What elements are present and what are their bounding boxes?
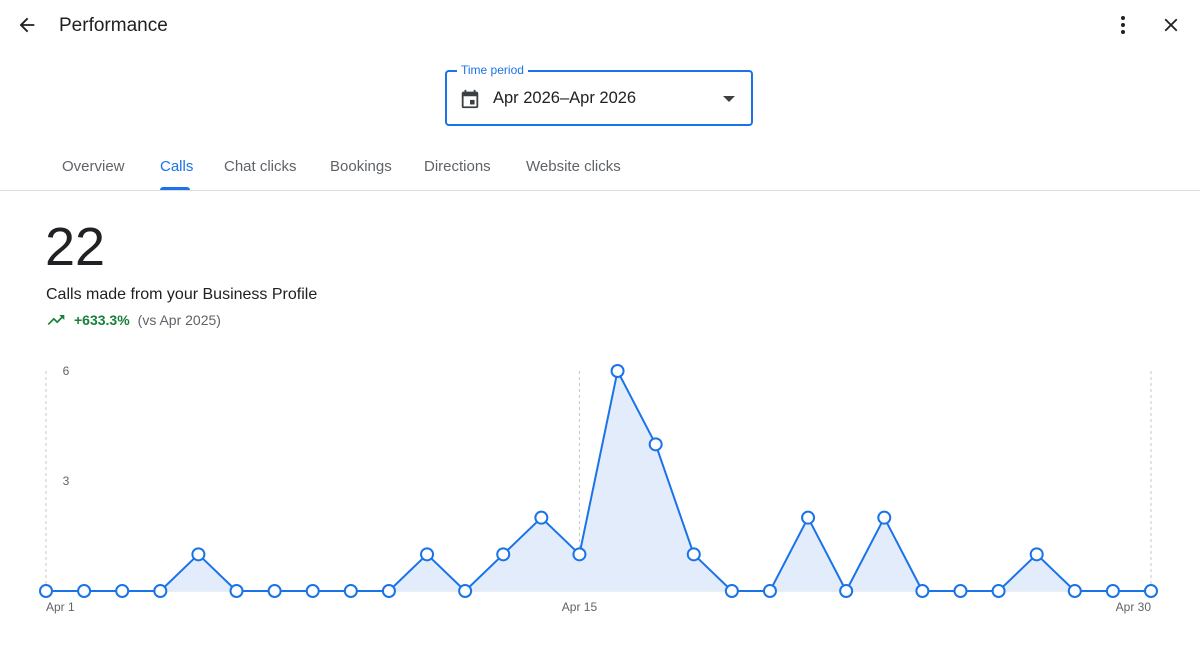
data-point [1105,584,1120,598]
chevron-down-icon [723,96,735,102]
top-bar: Performance [0,0,1200,52]
y-tick-label: 3 [63,474,70,488]
more-options-button[interactable] [1108,10,1138,40]
tab-website-clicks[interactable]: Website clicks [526,158,621,175]
data-point [877,510,892,525]
data-point [686,547,701,562]
data-point [115,584,130,598]
time-period-select[interactable]: Time period Apr 2026–Apr 2026 [445,63,753,126]
tab-bar: Overview Calls Chat clicks Bookings Dire… [0,150,1200,191]
trend-summary: +633.3% (vs Apr 2025) [46,312,221,328]
tab-directions[interactable]: Directions [424,158,491,175]
x-tick-label: Apr 30 [1116,600,1152,614]
data-point [1144,584,1158,598]
data-point [77,584,92,598]
data-point [1067,584,1082,598]
data-point [229,584,244,598]
metric-label: Calls made from your Business Profile [46,286,318,303]
back-button[interactable] [12,10,42,40]
tab-bookings[interactable]: Bookings [330,158,392,175]
arrow-back-icon [19,17,35,33]
data-point [610,364,625,378]
data-point [267,584,282,598]
x-tick-label: Apr 1 [46,600,75,614]
data-point [458,584,473,598]
close-button[interactable] [1156,10,1186,40]
metric-value: 22 [45,217,106,277]
data-point [496,547,511,562]
data-point [762,584,777,598]
calendar-icon [461,89,479,109]
data-point [381,584,396,598]
trending-up-icon [47,315,65,325]
more-vert-icon [1121,16,1125,34]
data-point [1029,547,1044,562]
tab-overview[interactable]: Overview [62,158,125,175]
data-point [343,584,358,598]
trend-change: +633.3% [74,312,130,328]
data-point [39,584,53,598]
close-icon [1164,18,1178,32]
active-tab-indicator [160,187,190,190]
x-tick-label: Apr 15 [562,600,598,614]
data-point [648,437,663,452]
page-title: Performance [59,15,168,36]
data-point [420,547,435,562]
data-point [724,584,739,598]
data-point [153,584,168,598]
tab-calls[interactable]: Calls [160,158,194,175]
data-point [572,547,587,562]
time-period-label: Time period [457,63,528,77]
data-point [915,584,930,598]
data-point [534,510,549,525]
data-point [191,547,206,562]
data-point [839,584,854,598]
data-point [801,510,816,525]
calls-chart: 3 6 Apr 1 Apr 15 Apr 30 [0,355,1200,625]
series-area [46,371,1151,591]
calls-chart-svg: 3 6 Apr 1 Apr 15 Apr 30 [39,364,1158,614]
trend-comparison: (vs Apr 2025) [137,312,221,328]
data-point [953,584,968,598]
y-tick-label: 6 [63,364,70,378]
data-point [305,584,320,598]
data-point [991,584,1006,598]
time-period-value: Apr 2026–Apr 2026 [493,89,637,107]
tab-chat-clicks[interactable]: Chat clicks [224,158,297,175]
